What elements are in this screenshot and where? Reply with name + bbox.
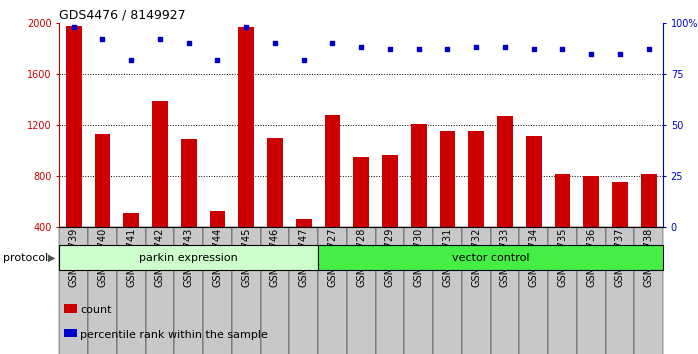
Bar — [468, 131, 484, 278]
Point — [586, 51, 597, 56]
Point — [442, 47, 453, 52]
Bar — [88, 227, 117, 354]
Bar — [203, 227, 232, 354]
Bar — [411, 124, 426, 278]
Point — [154, 36, 165, 42]
Bar — [66, 25, 82, 278]
Point — [614, 51, 625, 56]
Bar — [181, 139, 197, 278]
Bar — [238, 27, 254, 278]
Bar — [519, 227, 548, 354]
Bar — [497, 116, 513, 278]
Bar — [606, 227, 634, 354]
Point — [327, 41, 338, 46]
Bar — [491, 227, 519, 354]
Point — [126, 57, 137, 63]
Text: parkin expression: parkin expression — [140, 252, 238, 263]
Text: ▶: ▶ — [48, 252, 56, 263]
Point — [413, 47, 424, 52]
Bar — [548, 227, 577, 354]
Point — [557, 47, 568, 52]
Bar — [152, 101, 168, 278]
Bar — [376, 227, 404, 354]
Text: protocol: protocol — [3, 252, 49, 263]
Bar — [641, 175, 657, 278]
Bar — [267, 137, 283, 278]
Bar — [462, 227, 491, 354]
Point — [241, 24, 252, 30]
Bar — [117, 227, 146, 354]
Point — [212, 57, 223, 63]
Bar — [232, 227, 260, 354]
Bar — [260, 227, 290, 354]
Bar — [353, 156, 369, 278]
Bar — [433, 227, 462, 354]
Bar — [634, 227, 663, 354]
Bar — [174, 227, 203, 354]
FancyBboxPatch shape — [318, 245, 663, 270]
Point — [528, 47, 540, 52]
Bar — [612, 182, 628, 278]
Point — [470, 45, 482, 50]
Point — [269, 41, 281, 46]
Bar — [577, 227, 606, 354]
Bar — [146, 227, 174, 354]
Bar — [209, 211, 225, 278]
Text: GDS4476 / 8149927: GDS4476 / 8149927 — [59, 9, 186, 22]
Bar — [325, 115, 341, 278]
Bar — [124, 212, 139, 278]
Bar — [584, 176, 599, 278]
Text: percentile rank within the sample: percentile rank within the sample — [80, 330, 268, 339]
Bar — [296, 219, 311, 278]
Point — [97, 36, 108, 42]
Bar — [318, 227, 347, 354]
Bar — [440, 131, 455, 278]
Text: vector control: vector control — [452, 252, 529, 263]
Text: count: count — [80, 305, 112, 315]
Bar — [382, 155, 398, 278]
Point — [355, 45, 367, 50]
Bar — [555, 175, 570, 278]
Point — [183, 41, 194, 46]
Point — [499, 45, 510, 50]
Point — [643, 47, 654, 52]
Bar — [94, 134, 110, 278]
FancyBboxPatch shape — [59, 245, 318, 270]
Bar — [290, 227, 318, 354]
Bar — [526, 136, 542, 278]
Point — [385, 47, 396, 52]
Point — [298, 57, 309, 63]
Bar — [59, 227, 88, 354]
Bar — [404, 227, 433, 354]
Bar — [347, 227, 376, 354]
Point — [68, 24, 80, 30]
